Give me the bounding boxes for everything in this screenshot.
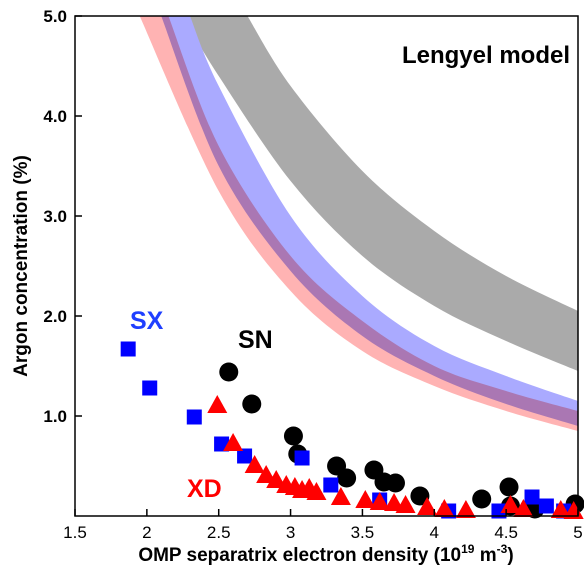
point-sx (186, 409, 202, 425)
axis-ticks: 1.5 2 2.5 3 3.5 4 4.5 5 1.0 2.0 3.0 4.0 5.0 (43, 7, 582, 542)
point-xd (244, 455, 265, 473)
point-xd (207, 395, 228, 413)
point-sn (410, 486, 430, 506)
y-tick-label: 5.0 (43, 7, 67, 26)
data-markers (120, 341, 584, 519)
model-band-red (139, 16, 578, 431)
x-tick-label: 5 (573, 523, 582, 542)
model-band-blue (161, 16, 578, 426)
point-sn (242, 394, 262, 414)
point-xd (434, 499, 455, 517)
x-tick-label: 3 (286, 523, 295, 542)
point-sn (385, 473, 405, 493)
model-label: Lengyel model (402, 42, 570, 69)
model-bands (139, 16, 578, 431)
point-sx (120, 341, 136, 357)
point-sx (237, 448, 253, 464)
point-xd (369, 492, 390, 510)
point-sx (538, 498, 554, 514)
model-band-grey (182, 16, 578, 371)
x-axis-label-close: ) (507, 545, 513, 566)
point-sx (142, 380, 158, 396)
point-xd (550, 500, 571, 518)
series-label-sn: SN (238, 326, 273, 354)
y-tick-label: 1.0 (43, 407, 67, 426)
point-sn (472, 489, 492, 509)
y-tick-label: 4.0 (43, 107, 67, 126)
x-axis-label-unit: m (474, 545, 496, 566)
x-axis-label-main: OMP separatrix electron density (10 (138, 545, 461, 566)
point-xd (395, 495, 416, 513)
x-tick-label: 4 (430, 523, 439, 542)
point-sn (283, 426, 303, 446)
x-axis-label: OMP separatrix electron density (1019 m-… (138, 542, 513, 566)
point-sx (524, 489, 540, 505)
point-sn (499, 477, 519, 497)
point-xd (355, 490, 376, 508)
y-tick-label: 3.0 (43, 207, 67, 226)
point-xd (256, 465, 277, 483)
point-xd (417, 497, 438, 515)
point-xd (500, 495, 521, 513)
point-sx (491, 503, 507, 519)
point-xd (455, 500, 476, 518)
y-axis-label: Argon concentration (%) (11, 155, 32, 377)
point-xd (306, 482, 327, 500)
point-xd (513, 499, 534, 517)
point-xd (223, 433, 244, 451)
x-tick-label: 2 (142, 523, 151, 542)
series-xd (207, 395, 584, 519)
point-sx (323, 477, 339, 493)
point-sn (337, 468, 357, 488)
point-xd (330, 487, 351, 505)
x-tick-label: 3.5 (351, 523, 375, 542)
x-tick-label: 2.5 (207, 523, 231, 542)
series-label-sx: SX (130, 307, 164, 335)
y-tick-label: 2.0 (43, 307, 67, 326)
plot-frame (74, 15, 579, 517)
point-sn (219, 362, 239, 382)
series-sx (120, 341, 572, 519)
x-tick-label: 4.5 (494, 523, 518, 542)
series-label-xd: XD (187, 475, 222, 503)
point-xd (266, 470, 287, 488)
point-sx (294, 450, 310, 466)
x-tick-label: 1.5 (63, 523, 87, 542)
point-xd (384, 493, 405, 511)
x-axis-label-exp: 19 (461, 542, 475, 556)
x-axis-label-unit-exp: -3 (497, 542, 508, 556)
